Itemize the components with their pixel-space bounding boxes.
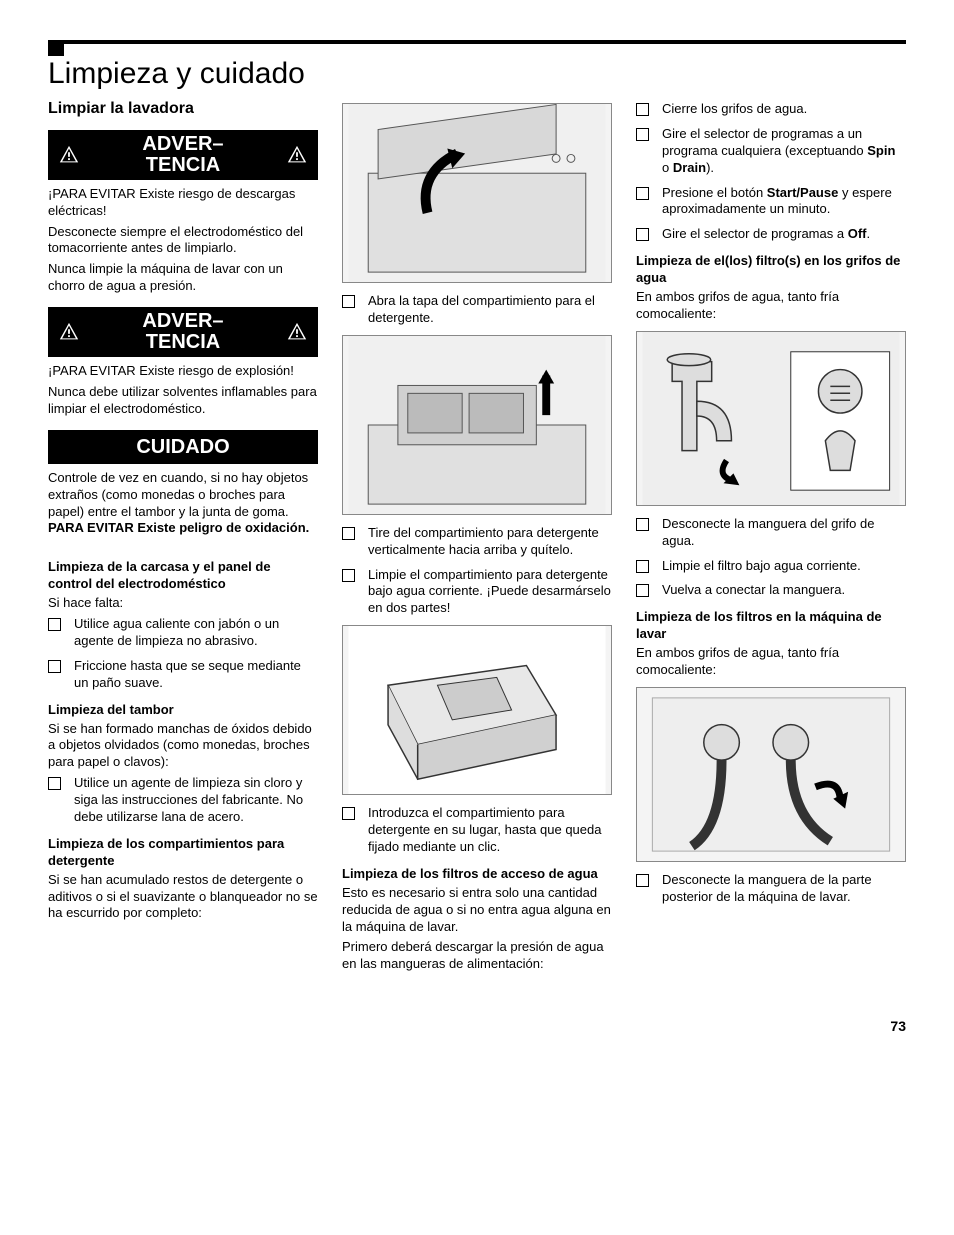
warning-label: ADVER–TENCIA	[82, 311, 284, 353]
warning-text: ¡PARA EVITAR Existe riesgo de descargas …	[48, 186, 318, 220]
intro-text: Si se han formado manchas de óxidos debi…	[48, 721, 318, 772]
checklist-step2: Tire del compartimiento para detergente …	[342, 525, 612, 617]
caution-box: CUIDADO	[48, 430, 318, 464]
heading-dispenser: Limpieza de los compartimientos para det…	[48, 836, 318, 870]
list-item: Cierre los grifos de agua.	[636, 101, 906, 118]
list-item: Friccione hasta que se seque mediante un…	[48, 658, 318, 692]
list-item: Desconecte la manguera de la parte poste…	[636, 872, 906, 906]
intro-text: Primero deberá descargar la presión de a…	[342, 939, 612, 973]
warning-text: Desconecte siempre el electrodoméstico d…	[48, 224, 318, 258]
list-item: Tire del compartimiento para detergente …	[342, 525, 612, 559]
checklist-step3: Introduzca el compartimiento para deterg…	[342, 805, 612, 856]
checklist-pressure: Cierre los grifos de agua. Gire el selec…	[636, 101, 906, 243]
checklist-tap: Desconecte la manguera del grifo de agua…	[636, 516, 906, 600]
warning-header: ADVER–TENCIA	[50, 132, 316, 178]
section-subtitle: Limpiar la lavadora	[48, 99, 318, 120]
intro-text: Esto es necesario si entra solo una cant…	[342, 885, 612, 936]
warning-triangle-icon	[284, 144, 310, 166]
page-number: 73	[48, 1017, 906, 1035]
intro-text: Si se han acumulado restos de detergente…	[48, 872, 318, 923]
header-rule	[48, 40, 906, 44]
heading-water-filters: Limpieza de los filtros de acceso de agu…	[342, 866, 612, 883]
list-item: Desconecte la manguera del grifo de agua…	[636, 516, 906, 550]
warning-header: ADVER–TENCIA	[50, 309, 316, 355]
figure-open-lid	[342, 103, 612, 283]
warning-triangle-icon	[56, 144, 82, 166]
checklist-housing: Utilice agua caliente con jabón o un age…	[48, 616, 318, 692]
caution-label: CUIDADO	[50, 432, 316, 462]
list-item: Gire el selector de programas a un progr…	[636, 126, 906, 177]
warning-1-body: ¡PARA EVITAR Existe riesgo de descargas …	[48, 186, 318, 307]
warning-triangle-icon	[284, 321, 310, 343]
column-1: Limpiar la lavadora ADVER–TENCIA ¡PARA E…	[48, 99, 318, 977]
heading-machine-filters: Limpieza de los filtros en la máquina de…	[636, 609, 906, 643]
list-item: Presione el botón Start/Pause y espere a…	[636, 185, 906, 219]
checklist-drum: Utilice un agente de limpieza sin cloro …	[48, 775, 318, 826]
intro-text: En ambos grifos de agua, tanto fría como…	[636, 289, 906, 323]
heading-drum: Limpieza del tambor	[48, 702, 318, 719]
checklist-machine: Desconecte la manguera de la parte poste…	[636, 872, 906, 906]
warning-box-2: ADVER–TENCIA	[48, 307, 318, 357]
checklist-step1: Abra la tapa del compartimiento para el …	[342, 293, 612, 327]
intro-text: Si hace falta:	[48, 595, 318, 612]
warning-label: ADVER–TENCIA	[82, 134, 284, 176]
figure-machine-filter	[636, 687, 906, 862]
list-item: Utilice un agente de limpieza sin cloro …	[48, 775, 318, 826]
list-item: Gire el selector de programas a Off.	[636, 226, 906, 243]
list-item: Limpie el filtro bajo agua corriente.	[636, 558, 906, 575]
list-item: Limpie el compartimiento para detergente…	[342, 567, 612, 618]
page-title: Limpieza y cuidado	[48, 54, 906, 93]
figure-drawer-parts	[342, 625, 612, 795]
figure-remove-drawer	[342, 335, 612, 515]
warning-text: Nunca limpie la máquina de lavar con un …	[48, 261, 318, 295]
heading-tap-filters: Limpieza de el(los) filtro(s) en los gri…	[636, 253, 906, 287]
warning-triangle-icon	[56, 321, 82, 343]
warning-text: Nunca debe utilizar solventes inflamable…	[48, 384, 318, 418]
content-columns: Limpiar la lavadora ADVER–TENCIA ¡PARA E…	[48, 99, 906, 977]
column-3: Cierre los grifos de agua. Gire el selec…	[636, 99, 906, 977]
heading-housing: Limpieza de la carcasa y el panel de con…	[48, 559, 318, 593]
list-item: Introduzca el compartimiento para deterg…	[342, 805, 612, 856]
intro-text: En ambos grifos de agua, tanto fría como…	[636, 645, 906, 679]
figure-tap-filter	[636, 331, 906, 506]
header-accent	[48, 40, 64, 56]
warning-2-body: ¡PARA EVITAR Existe riesgo de explosión!…	[48, 363, 318, 430]
caution-body: Controle de vez en cuando, si no hay obj…	[48, 470, 318, 550]
caution-text: Controle de vez en cuando, si no hay obj…	[48, 470, 318, 538]
warning-text: ¡PARA EVITAR Existe riesgo de explosión!	[48, 363, 318, 380]
warning-box-1: ADVER–TENCIA	[48, 130, 318, 180]
column-2: Abra la tapa del compartimiento para el …	[342, 99, 612, 977]
list-item: Abra la tapa del compartimiento para el …	[342, 293, 612, 327]
list-item: Utilice agua caliente con jabón o un age…	[48, 616, 318, 650]
list-item: Vuelva a conectar la manguera.	[636, 582, 906, 599]
